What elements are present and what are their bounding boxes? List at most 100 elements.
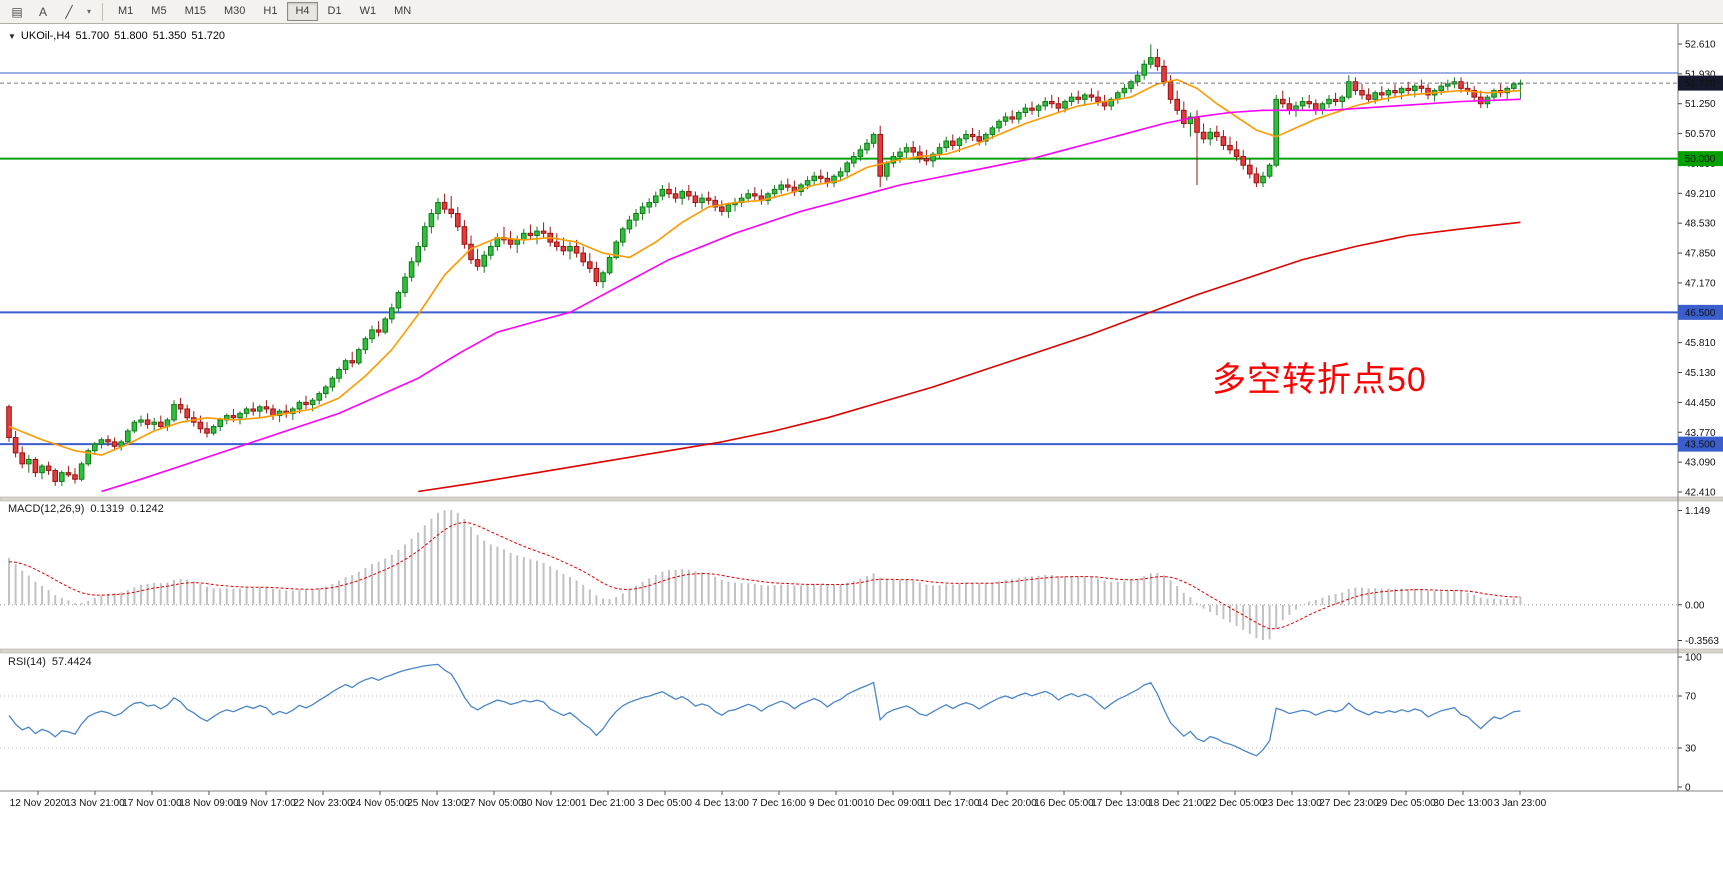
svg-text:70: 70: [1685, 692, 1697, 703]
timeframe-bar: M1 M5 M15 M30 H1 H4 D1 W1 MN: [109, 2, 420, 21]
rsi-value: 57.4424: [51, 656, 92, 668]
pane-separator-rsi[interactable]: [0, 648, 1723, 654]
symbol-timeframe-label: UKOil-,H4: [20, 30, 71, 42]
svg-text:24 Nov 05:00: 24 Nov 05:00: [350, 798, 410, 809]
cursor-tool-icon[interactable]: A: [38, 4, 47, 19]
svg-text:12 Nov 2020: 12 Nov 2020: [10, 798, 67, 809]
timeframe-button-MN[interactable]: MN: [394, 5, 412, 17]
one-click-arrow-icon[interactable]: ▼: [8, 32, 16, 41]
svg-text:10 Dec 09:00: 10 Dec 09:00: [863, 798, 923, 809]
svg-text:27 Nov 05:00: 27 Nov 05:00: [464, 798, 524, 809]
svg-text:11 Dec 17:00: 11 Dec 17:00: [921, 798, 980, 809]
dropdown-caret-icon[interactable]: ▾: [86, 7, 91, 16]
timeframe-button-W1[interactable]: W1: [359, 5, 377, 17]
toolbar-divider: [102, 2, 103, 21]
quote-close: 51.720: [191, 30, 226, 42]
ma-mid-line: [101, 98, 1521, 493]
svg-text:14 Dec 20:00: 14 Dec 20:00: [977, 798, 1037, 809]
quote-header: ▼ UKOil-,H4 51.700 51.800 51.350 51.720: [8, 30, 230, 42]
horizontal-lines[interactable]: [0, 72, 1678, 446]
timeframe-button-M1[interactable]: M1: [118, 5, 134, 17]
svg-text:23 Dec 13:00: 23 Dec 13:00: [1262, 798, 1322, 809]
svg-text:29 Dec 05:00: 29 Dec 05:00: [1376, 798, 1436, 809]
svg-text:47.170: 47.170: [1685, 278, 1716, 289]
svg-text:3 Dec 05:00: 3 Dec 05:00: [638, 798, 692, 809]
svg-text:48.530: 48.530: [1685, 219, 1716, 230]
svg-text:1.149: 1.149: [1685, 506, 1710, 517]
svg-text:30 Dec 13:00: 30 Dec 13:00: [1433, 798, 1493, 809]
svg-text:50.570: 50.570: [1685, 129, 1716, 140]
chart-text-annotation[interactable]: 多空转折点50: [1212, 361, 1427, 399]
quote-open: 51.700: [75, 30, 110, 42]
svg-text:22 Dec 05:00: 22 Dec 05:00: [1205, 798, 1265, 809]
svg-text:43.090: 43.090: [1685, 458, 1716, 469]
svg-text:51.250: 51.250: [1685, 99, 1716, 110]
timeframe-button-M30[interactable]: M30: [223, 5, 246, 17]
hline-badge-46.500: 46.500: [1678, 304, 1723, 320]
candlestick-series: [6, 44, 1524, 486]
svg-text:51.930: 51.930: [1685, 69, 1716, 80]
timeframe-button-H1[interactable]: H1: [263, 5, 278, 17]
svg-text:100: 100: [1685, 653, 1702, 664]
svg-text:42.410: 42.410: [1685, 487, 1716, 498]
svg-text:3 Jan 23:00: 3 Jan 23:00: [1494, 798, 1547, 809]
svg-text:52.610: 52.610: [1685, 40, 1716, 51]
macd-label: MACD(12,26,9): [8, 503, 85, 515]
toolbar-tools: ▤ A ╱ ▾: [4, 2, 96, 22]
macd-axis[interactable]: 1.149 0.00 -0.3563: [1678, 506, 1719, 647]
svg-text:47.850: 47.850: [1685, 249, 1716, 260]
svg-text:49.210: 49.210: [1685, 189, 1716, 200]
ma-slow-line: [418, 221, 1521, 493]
svg-text:4 Dec 13:00: 4 Dec 13:00: [695, 798, 749, 809]
svg-text:-0.3563: -0.3563: [1685, 636, 1719, 647]
hline-badge-50.000: 50.000: [1678, 151, 1723, 167]
svg-text:44.450: 44.450: [1685, 398, 1716, 409]
pane-separator-macd[interactable]: [0, 496, 1723, 502]
svg-text:46.500: 46.500: [1685, 308, 1716, 319]
svg-text:43.500: 43.500: [1685, 440, 1716, 451]
svg-text:19 Nov 17:00: 19 Nov 17:00: [236, 798, 296, 809]
timeframe-button-M5[interactable]: M5: [151, 5, 167, 17]
timeframe-button-D1[interactable]: D1: [327, 5, 342, 17]
macd-value-signal: 0.1242: [130, 503, 164, 515]
rsi-axis[interactable]: 100 70 30 0: [1678, 653, 1702, 794]
toolbar: ▤ A ╱ ▾ M1 M5 M15 M30 H1 H4 D1 W1 MN: [0, 0, 1723, 24]
svg-text:13 Nov 21:00: 13 Nov 21:00: [65, 798, 125, 809]
svg-text:22 Nov 23:00: 22 Nov 23:00: [293, 798, 353, 809]
svg-text:27 Dec 23:00: 27 Dec 23:00: [1319, 798, 1379, 809]
svg-text:30: 30: [1685, 744, 1697, 755]
quote-low: 51.350: [152, 30, 187, 42]
current-price-badge: 51.720: [1678, 75, 1723, 91]
svg-text:45.130: 45.130: [1685, 368, 1716, 379]
timeframe-button-M15[interactable]: M15: [184, 5, 206, 17]
svg-text:17 Nov 01:00: 17 Nov 01:00: [122, 798, 182, 809]
svg-text:18 Nov 09:00: 18 Nov 09:00: [179, 798, 239, 809]
macd-value-main: 0.1319: [90, 503, 125, 515]
svg-text:45.810: 45.810: [1685, 338, 1716, 349]
moving-averages: [8, 78, 1521, 493]
svg-text:25 Nov 13:00: 25 Nov 13:00: [407, 798, 467, 809]
svg-text:1 Dec 21:00: 1 Dec 21:00: [581, 798, 635, 809]
timeframe-button-H4[interactable]: H4: [287, 2, 318, 21]
macd-indicator: [0, 510, 1678, 640]
rsi-label: RSI(14): [8, 656, 46, 668]
svg-text:0: 0: [1685, 783, 1691, 794]
macd-signal-line: [8, 521, 1521, 630]
svg-text:18 Dec 21:00: 18 Dec 21:00: [1148, 798, 1208, 809]
svg-text:7 Dec 16:00: 7 Dec 16:00: [752, 798, 806, 809]
ma-fast-line: [8, 78, 1521, 456]
hline-badge-43.500: 43.500: [1678, 436, 1723, 452]
svg-text:51.720: 51.720: [1685, 79, 1716, 90]
rsi-indicator: [0, 663, 1678, 757]
draw-objects-icon[interactable]: ╱: [65, 4, 73, 19]
rsi-line: [8, 663, 1521, 757]
price-axis[interactable]: 52.61051.93051.25050.57049.89049.21048.5…: [1678, 40, 1723, 499]
svg-text:30 Nov 12:00: 30 Nov 12:00: [521, 798, 581, 809]
svg-text:43.770: 43.770: [1685, 428, 1716, 439]
quote-high: 51.800: [114, 30, 148, 42]
svg-text:17 Dec 13:00: 17 Dec 13:00: [1091, 798, 1151, 809]
chart-list-icon[interactable]: ▤: [11, 4, 23, 19]
